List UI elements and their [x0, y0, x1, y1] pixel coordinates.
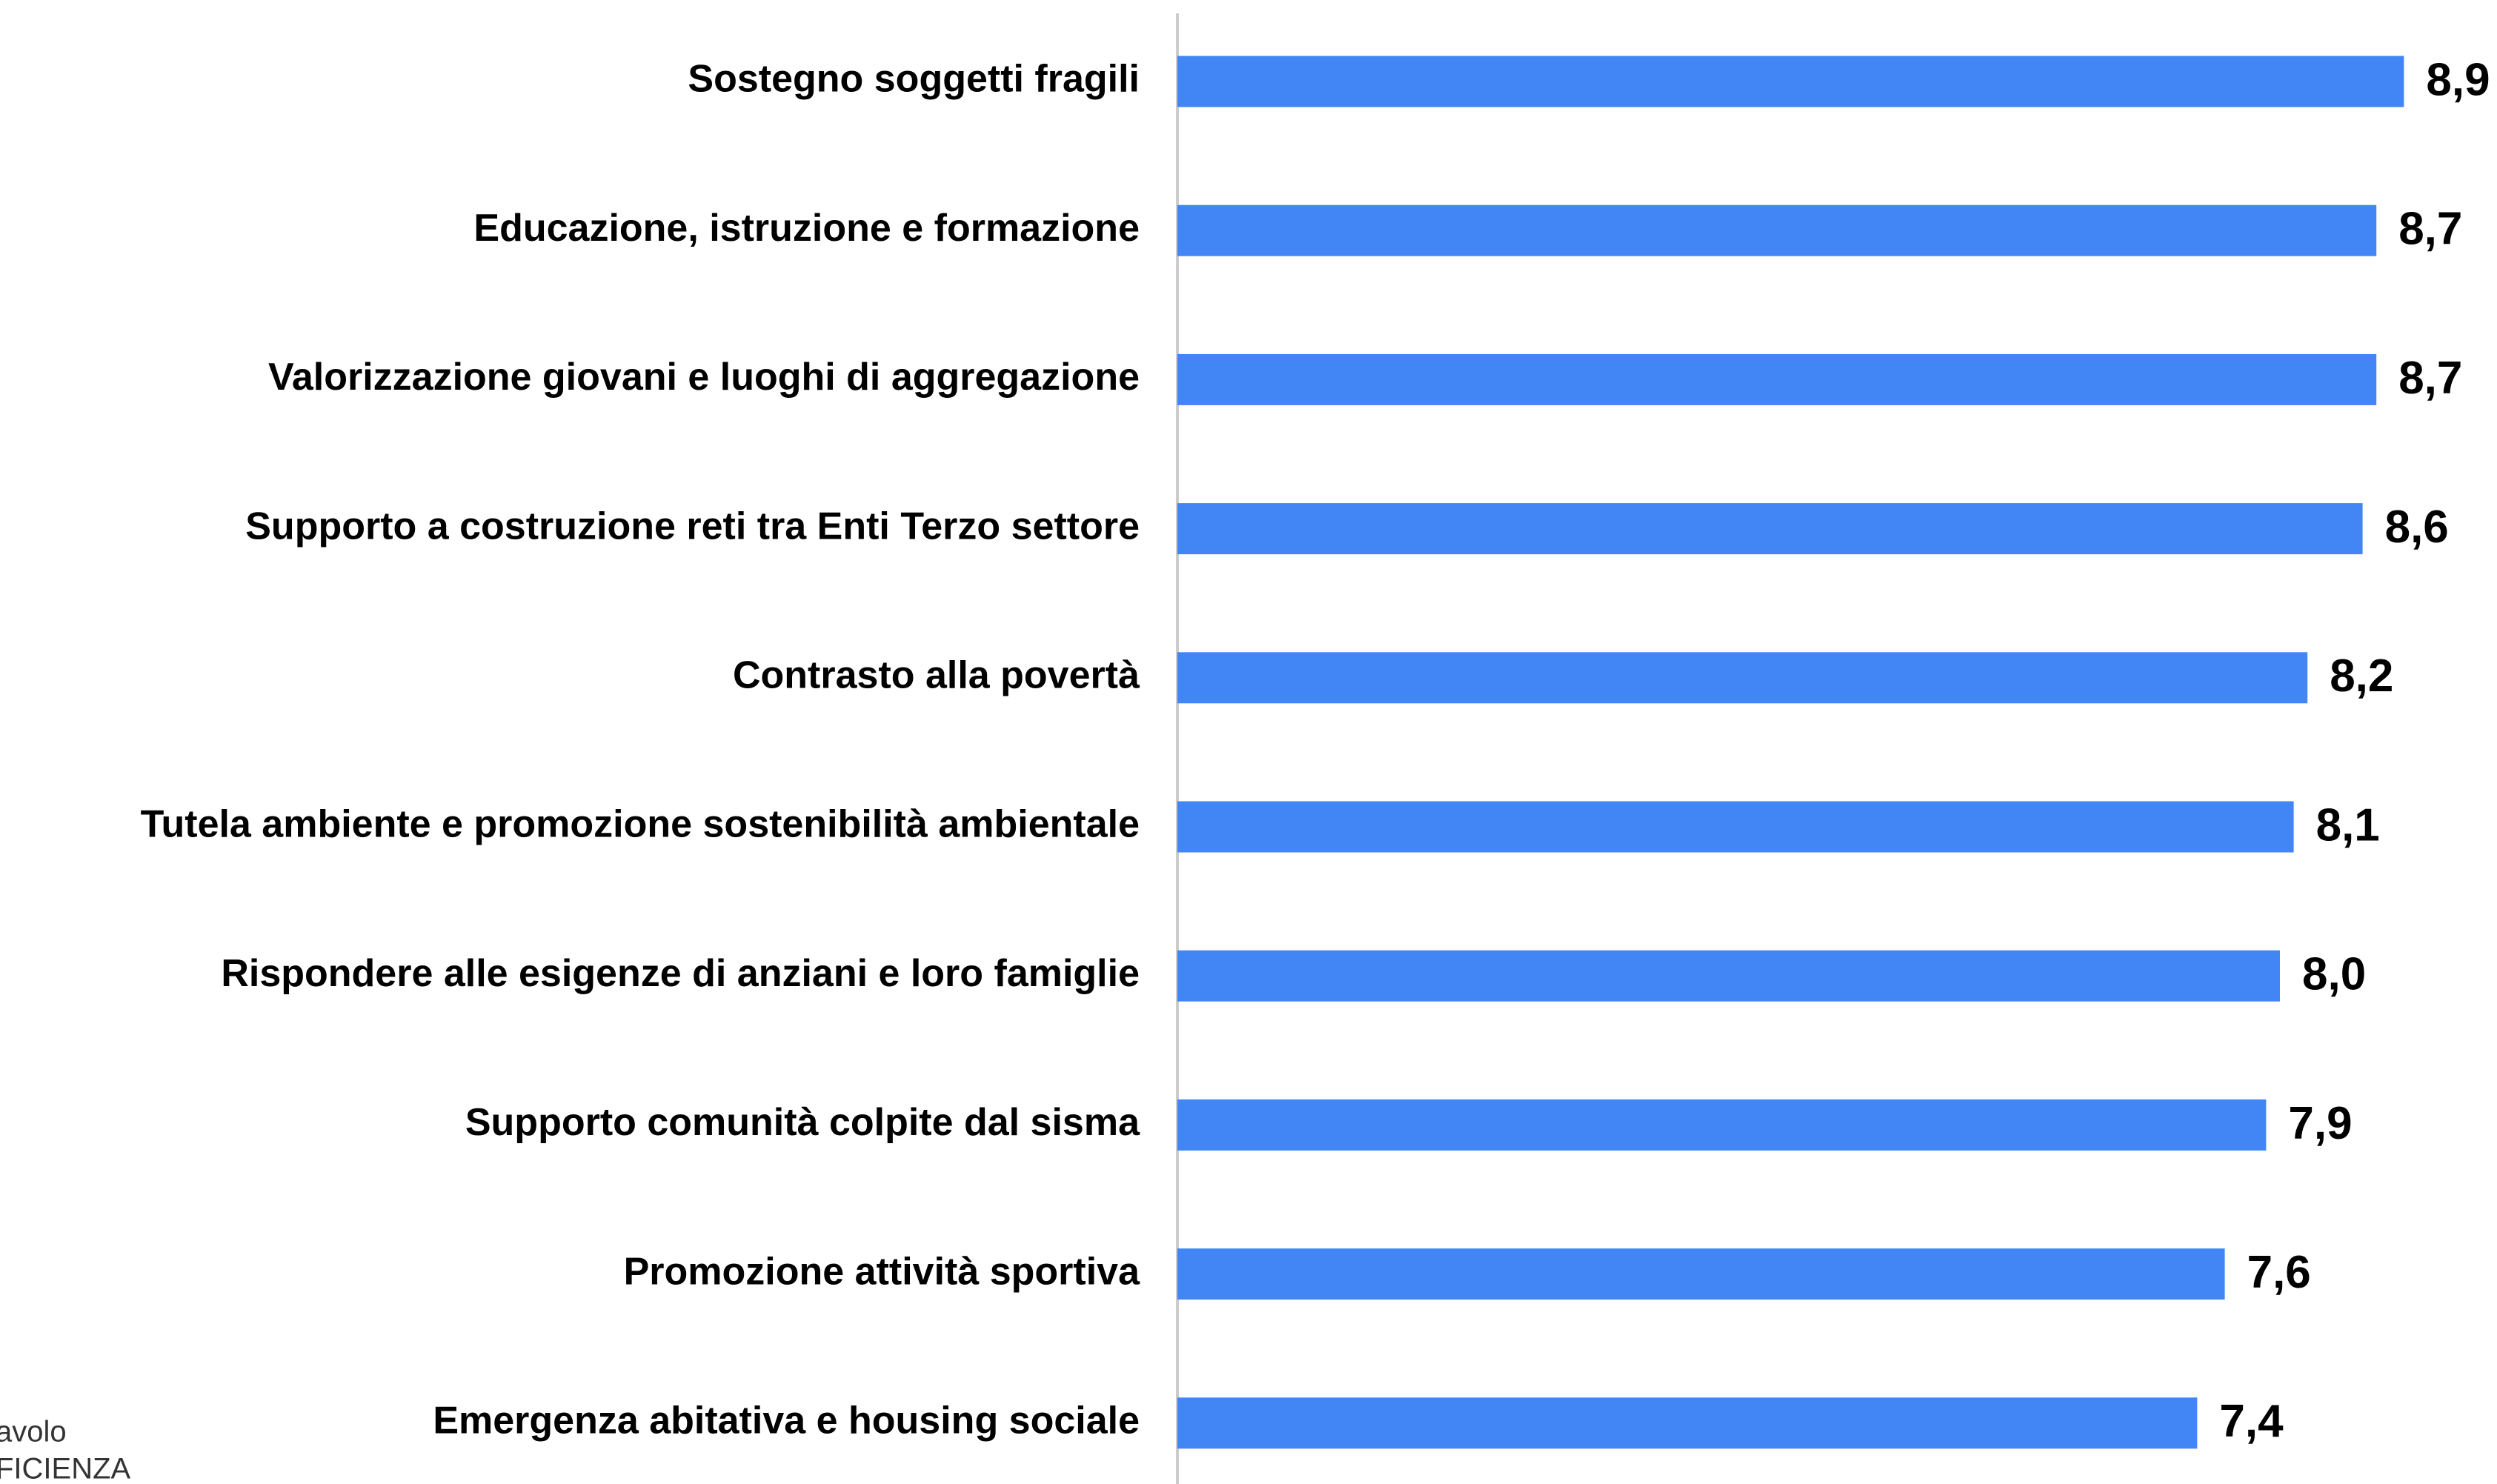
category-label: Contrasto alla povertà: [733, 654, 1140, 697]
bar: [1177, 652, 2308, 704]
category-label: Supporto comunità colpite dal sisma: [465, 1101, 1140, 1144]
category-label: Valorizzazione giovani e luoghi di aggre…: [268, 356, 1140, 399]
category-label: Rispondere alle esigenze di anziani e lo…: [221, 952, 1140, 995]
bar: [1177, 801, 2294, 853]
value-label: 8,6: [2385, 502, 2449, 553]
category-label: Emergenza abitativa e housing sociale: [433, 1400, 1140, 1443]
value-label: 8,2: [2330, 651, 2393, 702]
value-label: 8,1: [2316, 799, 2380, 851]
bar: [1177, 56, 2404, 107]
bar: [1177, 950, 2280, 1002]
bar: [1177, 353, 2377, 405]
value-label: 8,7: [2398, 204, 2462, 255]
bar: [1177, 503, 2363, 555]
logo-text: avolo: [0, 1416, 67, 1448]
category-label: Supporto a costruzione reti tra Enti Ter…: [245, 505, 1140, 548]
value-label: 8,9: [2426, 54, 2490, 105]
value-label: 8,0: [2302, 949, 2366, 1000]
category-label: Sostegno soggetti fragili: [688, 58, 1140, 101]
category-label: Educazione, istruzione e formazione: [473, 207, 1140, 250]
value-label: 8,7: [2398, 353, 2462, 404]
logo-text: FICIENZA: [0, 1453, 131, 1484]
value-label: 7,9: [2288, 1098, 2352, 1149]
bar: [1177, 1397, 2198, 1449]
bar: [1177, 204, 2377, 256]
category-label: Promozione attività sportiva: [624, 1250, 1140, 1293]
category-label: Tutela ambiente e promozione sostenibili…: [141, 803, 1140, 846]
bar: [1177, 1248, 2225, 1300]
bar: [1177, 1099, 2267, 1151]
value-label: 7,4: [2219, 1396, 2284, 1447]
value-label: 7,6: [2247, 1247, 2311, 1298]
